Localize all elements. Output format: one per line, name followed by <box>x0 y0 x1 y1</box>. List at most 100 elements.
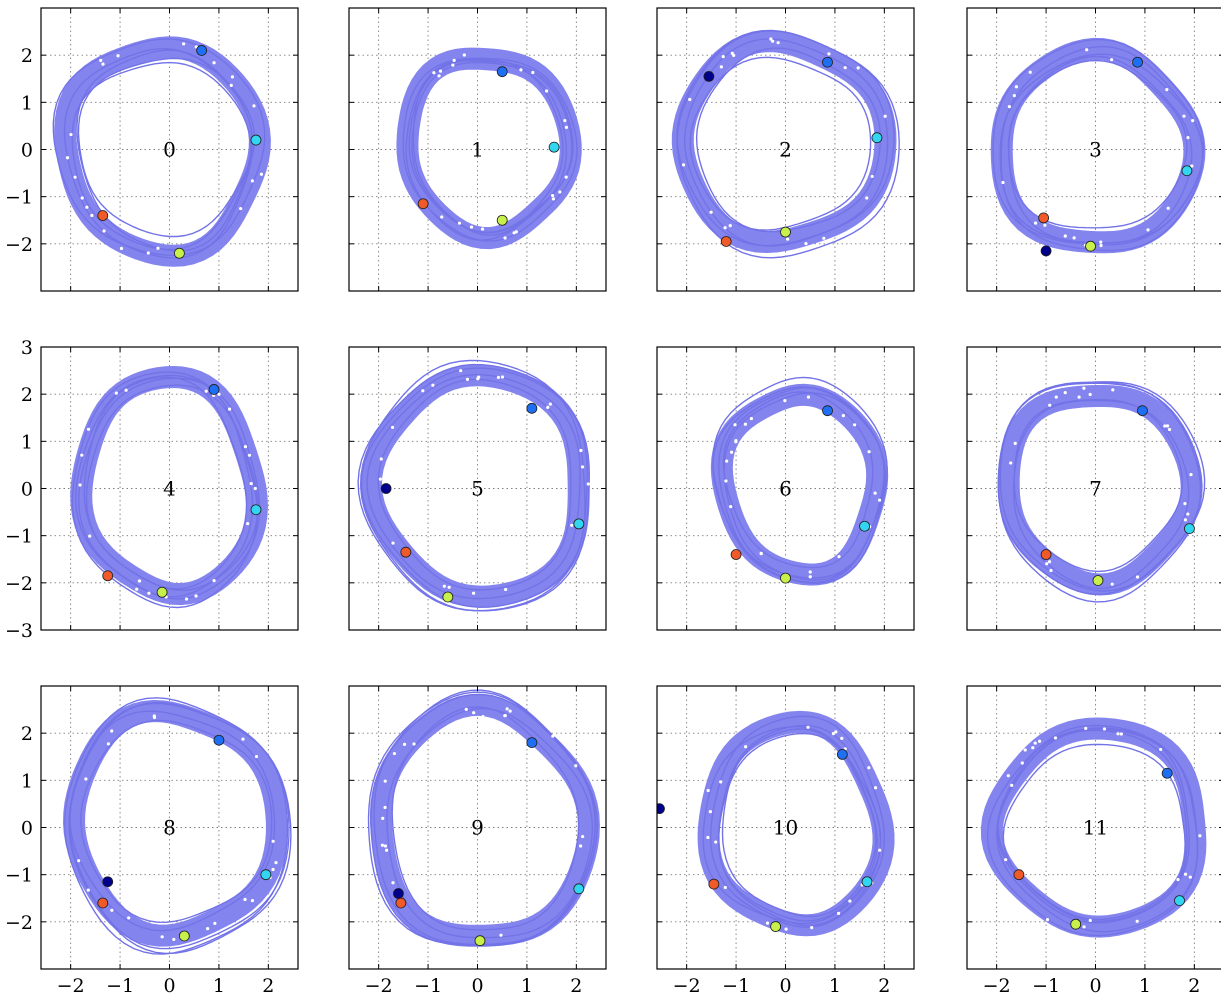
trajectory-strand <box>360 367 590 612</box>
y-tick-label: 0 <box>21 479 33 501</box>
sample-dot <box>564 125 569 129</box>
trajectory-strand <box>370 693 598 947</box>
panel-plot-area <box>41 347 298 630</box>
y-tick-label: 2 <box>21 45 33 67</box>
sample-dot <box>86 888 90 892</box>
state-marker <box>380 483 392 494</box>
sample-dot <box>421 389 425 393</box>
sample-dot <box>147 591 151 595</box>
sample-dot <box>1165 424 1170 428</box>
sample-dot <box>184 597 189 601</box>
panel-plot-area <box>967 8 1221 291</box>
state-marker <box>156 586 168 598</box>
panel-label: 10 <box>773 816 798 840</box>
y-tick-label: 2 <box>21 723 33 745</box>
sample-dot <box>160 935 164 939</box>
sample-dot <box>135 587 139 591</box>
state-marker <box>173 247 185 259</box>
y-tick-label: 1 <box>21 431 33 453</box>
sample-dot <box>733 423 737 427</box>
sample-dot <box>808 575 812 579</box>
trajectory-strand <box>1013 399 1190 590</box>
trajectory-strand <box>998 381 1202 603</box>
sample-dot <box>438 69 443 73</box>
sample-dot <box>837 554 841 559</box>
sample-dot <box>1190 164 1194 168</box>
panel-0: 0 −2 −1 0 1 2 <box>5 7 299 292</box>
trajectory-band <box>671 30 897 253</box>
state-marker <box>1184 523 1195 534</box>
sample-dot <box>724 479 728 483</box>
state-marker <box>730 549 742 560</box>
sample-dot <box>432 71 436 75</box>
sample-dot <box>1159 747 1163 752</box>
sample-dot <box>499 933 503 937</box>
sample-dot <box>873 491 877 495</box>
sample-dot <box>808 570 812 574</box>
sample-dot <box>503 713 507 718</box>
x-tick-label: −1 <box>1032 975 1060 997</box>
y-tick-label: 3 <box>21 337 33 359</box>
state-marker <box>822 56 833 68</box>
sample-dot <box>508 709 512 713</box>
sample-dot <box>1072 236 1076 240</box>
sample-dot <box>383 805 387 810</box>
sample-dot <box>1084 726 1088 730</box>
sample-dot <box>504 587 508 592</box>
panel-4: 4 −3 −2 −1 0 1 2 3 <box>5 337 299 642</box>
sample-dot <box>1111 388 1115 392</box>
sample-dot <box>440 215 444 219</box>
state-marker <box>573 518 585 530</box>
sample-dot <box>101 62 105 66</box>
y-tick-label: 0 <box>21 140 33 162</box>
panel-label: 9 <box>471 816 484 840</box>
state-marker <box>97 210 109 221</box>
sample-dot <box>481 715 485 719</box>
sample-dot <box>544 89 549 93</box>
panel-label: 8 <box>163 816 176 840</box>
sample-dot <box>472 591 476 595</box>
panel-plot-area <box>41 686 298 969</box>
sample-dot <box>1102 727 1107 731</box>
state-marker <box>442 591 454 603</box>
sample-dot <box>723 226 727 230</box>
sample-dot <box>1088 392 1092 397</box>
sample-dot <box>480 227 485 231</box>
sample-dot <box>558 190 562 194</box>
x-tick-label: −1 <box>414 975 442 997</box>
sample-dot <box>1183 518 1187 522</box>
sample-dot <box>1014 85 1018 89</box>
sample-dot <box>579 844 583 848</box>
state-marker <box>1132 56 1143 68</box>
sample-dot <box>865 196 869 200</box>
sample-dot <box>563 118 567 123</box>
sample-dot <box>783 399 787 403</box>
sample-dot <box>73 175 77 179</box>
sample-dot <box>229 83 233 87</box>
state-marker <box>780 226 791 238</box>
sample-dot <box>217 392 221 396</box>
state-marker <box>526 737 538 748</box>
state-marker <box>871 132 883 144</box>
x-tick-label: −2 <box>365 975 393 997</box>
sample-dot <box>194 594 198 598</box>
state-marker <box>474 935 486 947</box>
sample-dot <box>1054 395 1058 399</box>
trajectory-strand <box>402 57 578 242</box>
state-marker <box>102 876 114 888</box>
panel-plot-area <box>41 8 298 291</box>
x-tick-label: −1 <box>106 975 134 997</box>
panel-3: 3 <box>966 7 1221 292</box>
sample-dot <box>247 453 252 457</box>
sample-dot <box>1007 104 1012 109</box>
sample-dot <box>776 41 780 45</box>
sample-dot <box>442 584 446 588</box>
sample-dot <box>1186 512 1190 516</box>
y-tick-label: −3 <box>5 620 33 642</box>
sample-dot <box>213 921 217 925</box>
x-tick-label: 2 <box>262 975 274 997</box>
trajectory-strand <box>391 706 580 931</box>
sample-dot <box>1116 732 1120 736</box>
sample-dot <box>1135 919 1139 923</box>
sample-dot <box>827 52 831 56</box>
